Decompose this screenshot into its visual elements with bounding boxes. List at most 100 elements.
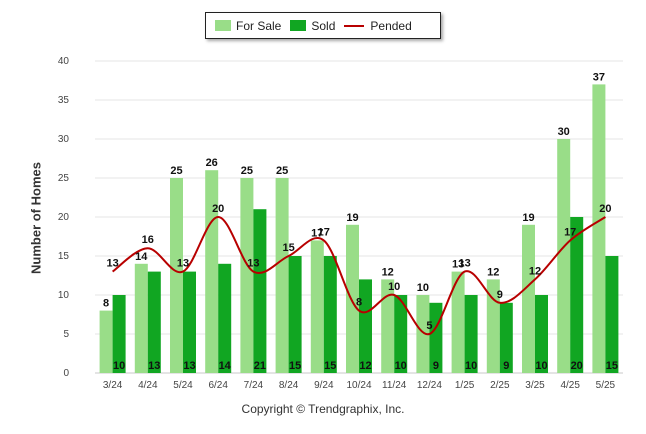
y-tick-label: 5 [63,329,69,340]
y-tick-label: 35 [58,95,70,106]
data-label-sold: 15 [289,360,301,372]
data-label-sold: 9 [433,360,439,372]
legend-swatch-for-sale [215,20,231,31]
data-label-sold: 21 [254,360,266,372]
y-tick-label: 10 [58,290,70,301]
x-tick-label: 12/24 [417,380,442,391]
x-tick-label: 2/25 [490,380,510,391]
bar-for-sale [381,279,395,373]
data-label-sold: 15 [606,360,618,372]
bar-sold [323,256,337,373]
data-label-pended: 15 [282,242,294,254]
data-label-pended: 17 [318,226,330,238]
legend-label-pended: Pended [370,18,412,33]
data-label-sold: 14 [219,360,232,372]
data-label-for-sale: 19 [522,212,534,224]
bar-sold [570,217,584,373]
data-label-pended: 13 [177,258,189,270]
x-tick-label: 1/25 [455,380,475,391]
bar-for-sale [205,170,219,373]
x-tick-label: 8/24 [279,380,299,391]
bar-for-sale [522,224,535,373]
data-label-pended: 5 [426,320,432,332]
data-label-pended: 17 [564,226,576,238]
y-tick-label: 30 [58,134,70,145]
bar-for-sale [451,271,465,373]
x-tick-label: 4/25 [560,380,580,391]
x-tick-label: 11/24 [382,380,407,391]
bar-for-sale [486,279,500,373]
data-label-sold: 20 [571,360,583,372]
data-label-pended: 20 [212,203,224,215]
data-label-sold: 9 [503,360,509,372]
data-label-for-sale: 25 [170,165,182,177]
bar-sold [147,271,161,373]
bar-sold [183,271,196,373]
data-label-for-sale: 10 [417,282,429,294]
data-label-for-sale: 12 [382,266,394,278]
bar-sold [605,256,619,373]
data-label-sold: 15 [324,360,336,372]
data-label-sold: 10 [395,360,407,372]
legend-item-sold[interactable]: Sold [290,19,335,33]
data-label-pended: 9 [497,289,503,301]
bar-for-sale [416,295,430,373]
data-label-pended: 13 [106,258,118,270]
data-label-for-sale: 17 [311,227,323,239]
legend-item-pended[interactable]: Pended [344,18,412,33]
data-label-for-sale: 37 [593,71,605,83]
pended-line [112,215,606,336]
bar-sold [288,256,302,373]
data-label-pended: 12 [529,265,541,277]
data-label-sold: 10 [535,360,547,372]
bar-sold [253,209,267,373]
data-label-pended: 10 [388,281,400,293]
data-label-sold: 13 [148,360,160,372]
data-label-sold: 13 [183,360,195,372]
y-tick-label: 25 [58,173,70,184]
data-label-for-sale: 13 [452,259,464,271]
bar-for-sale [134,263,148,373]
bar-sold [218,263,232,373]
x-tick-label: 10/24 [346,380,371,391]
x-tick-label: 5/24 [173,380,193,391]
legend: For Sale Sold Pended [205,12,441,39]
x-tick-label: 5/25 [596,380,616,391]
legend-swatch-sold [290,20,307,31]
data-label-pended: 13 [458,258,470,270]
data-label-for-sale: 30 [558,126,570,138]
bar-for-sale [99,310,113,373]
data-label-pended: 16 [142,234,154,246]
y-tick-label: 0 [63,368,69,379]
legend-swatch-pended [344,24,365,27]
bar-for-sale [346,224,359,373]
bar-sold [394,295,408,373]
data-label-sold: 10 [465,360,477,372]
bar-for-sale [592,84,606,374]
bar-for-sale [557,139,571,373]
data-label-for-sale: 26 [206,157,218,169]
x-tick-label: 3/24 [103,380,123,391]
bar-for-sale [310,240,324,373]
data-label-sold: 12 [359,360,371,372]
data-label-for-sale: 12 [487,266,499,278]
bar-sold [535,295,548,373]
data-label-for-sale: 25 [276,165,288,177]
data-label-for-sale: 19 [346,212,358,224]
legend-label-sold: Sold [311,18,336,33]
x-tick-label: 4/24 [138,380,158,391]
x-tick-label: 6/24 [208,380,228,391]
data-label-sold: 10 [113,360,125,372]
bar-for-sale [275,178,289,373]
y-tick-label: 40 [58,56,70,67]
bar-sold [499,302,513,373]
legend-item-for-sale[interactable]: For Sale [215,19,281,33]
bar-sold [359,279,372,373]
x-tick-label: 3/25 [525,380,545,391]
data-label-pended: 20 [599,203,611,215]
data-label-pended: 8 [356,297,362,309]
bar-sold [112,295,126,373]
data-label-for-sale: 14 [135,251,148,263]
bar-for-sale [240,178,254,373]
